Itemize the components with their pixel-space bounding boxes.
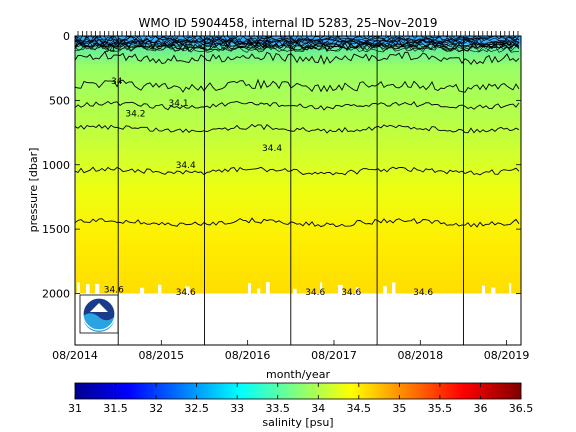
contour-line-34.2: [75, 100, 520, 111]
contour-label: 34: [111, 77, 123, 87]
x-tick-label: 08/2017: [311, 349, 357, 362]
y-tick-label: 500: [49, 94, 70, 107]
colorbar-label: salinity [psu]: [262, 416, 333, 429]
y-tick-label: 1000: [42, 159, 70, 172]
data-gap: [248, 283, 251, 294]
data-gap: [383, 286, 387, 294]
colorbar-tick-label: 35: [392, 402, 406, 415]
contour-label: 34.6: [176, 288, 196, 298]
colorbar-tick-label: 31: [68, 402, 82, 415]
contour-label: 33.9: [492, 41, 512, 51]
profile-tick-marks: [77, 31, 519, 36]
x-tick-label: 08/2018: [397, 349, 443, 362]
contour-label: 34.2: [125, 109, 145, 119]
colorbar-tick-label: 36: [474, 402, 488, 415]
contour-label: 34.6: [341, 288, 361, 298]
contour-labels: 33.9 33.9 34 34 34.1 34.2 34.4 34.4 34.6 34.6 34.6…: [104, 41, 513, 298]
contour-line-34.3: [75, 123, 520, 134]
colorbar-tick-label: 34.5: [347, 402, 372, 415]
colorbar-tick-label: 35.5: [428, 402, 453, 415]
contour-line-34.5: [75, 217, 520, 228]
data-gap: [140, 287, 145, 294]
chart-title: WMO ID 5904458, internal ID 5283, 25–Nov…: [139, 16, 438, 30]
surface-contour: [75, 44, 520, 52]
data-gap: [356, 287, 359, 294]
contour-label: 34.1: [169, 99, 189, 109]
contour-lines: [75, 37, 520, 228]
data-gap: [320, 282, 323, 294]
surface-contour: [75, 40, 520, 49]
plot-area: 33.9 33.9 34 34 34.1 34.2 34.4 34.4 34.6 34.6 34.6…: [75, 36, 521, 345]
data-gap: [338, 284, 343, 294]
x-tick-label: 08/2015: [138, 349, 184, 362]
contour-line-34: [75, 50, 520, 65]
x-tick-label: 08/2016: [225, 349, 271, 362]
y-axis: 0 500 1000 1500 2000: [42, 30, 521, 301]
data-gap: [86, 284, 90, 294]
colorbar-tick-label: 31.5: [103, 402, 128, 415]
colorbar-tick-label: 33.5: [265, 402, 290, 415]
x-axis: 08/2014 08/2015 08/2016 08/2017 08/2018 08/20…: [52, 340, 529, 362]
contour-label: 34.4: [176, 161, 196, 171]
data-gap: [482, 285, 486, 294]
data-gap: [392, 282, 396, 294]
y-tick-label: 0: [63, 30, 70, 43]
data-gap: [509, 283, 512, 294]
surface-contour: [75, 41, 520, 50]
colorbar-tick-label: 36.5: [509, 402, 534, 415]
colorbar-tick-label: 32.5: [184, 402, 209, 415]
data-gap: [95, 284, 100, 294]
colorbar-tick-label: 34: [311, 402, 325, 415]
contour-label: 34.6: [305, 288, 325, 298]
data-gap: [266, 282, 270, 294]
colorbar-ticks: 31 31.5 32 32.5 33 33.5 34 34.5 35 35.5 36 36.5: [68, 383, 533, 415]
salinity-field: [75, 36, 521, 294]
contour-label: 34: [104, 45, 116, 55]
noaa-logo-icon: [79, 294, 119, 334]
data-gap: [77, 282, 80, 294]
colorbar: [74, 382, 522, 400]
data-gap: [491, 287, 496, 294]
data-gap: [185, 286, 190, 294]
contour-label: 33.9: [248, 42, 268, 52]
x-tick-label: 08/2014: [52, 349, 98, 362]
contour-line-34.1: [75, 78, 520, 93]
data-gap: [293, 288, 297, 294]
y-axis-label: pressure [dbar]: [27, 148, 40, 233]
year-marker-lines: [117, 36, 464, 345]
colorbar-tick-label: 33: [230, 402, 244, 415]
y-tick-label: 1500: [42, 223, 70, 236]
data-gap: [257, 288, 261, 294]
x-tick-label: 08/2019: [484, 349, 530, 362]
colorbar-tick-label: 32: [149, 402, 163, 415]
contour-label: 34.6: [413, 288, 433, 298]
surface-contour: [75, 45, 519, 53]
y-tick-label: 2000: [42, 288, 70, 301]
contour-line-34.4: [75, 166, 520, 176]
contour-line-33.9: [75, 37, 520, 53]
contour-label: 34.6: [104, 286, 124, 296]
data-gap: [158, 284, 162, 294]
contour-label: 34.4: [262, 144, 282, 154]
x-axis-label: month/year: [266, 368, 330, 381]
